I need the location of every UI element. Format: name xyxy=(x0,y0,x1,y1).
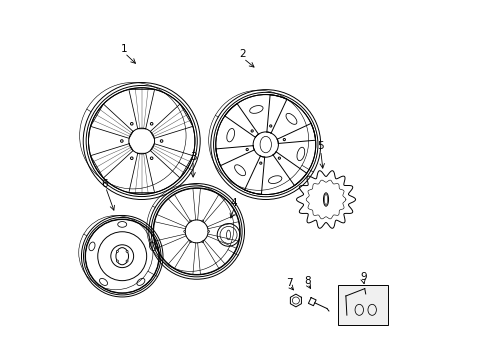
Circle shape xyxy=(150,157,153,159)
Circle shape xyxy=(207,230,209,232)
Circle shape xyxy=(116,250,118,252)
Circle shape xyxy=(250,130,253,132)
Circle shape xyxy=(259,162,262,164)
Circle shape xyxy=(283,139,285,141)
Text: 3: 3 xyxy=(189,152,196,162)
Text: 2: 2 xyxy=(239,49,245,59)
Circle shape xyxy=(202,220,203,222)
Circle shape xyxy=(245,148,248,150)
Circle shape xyxy=(189,241,191,243)
Text: 4: 4 xyxy=(230,198,237,208)
Text: 1: 1 xyxy=(121,44,127,54)
Text: 6: 6 xyxy=(101,179,107,189)
Circle shape xyxy=(160,140,163,142)
Circle shape xyxy=(126,250,128,252)
Circle shape xyxy=(150,122,153,125)
Circle shape xyxy=(189,220,191,222)
Circle shape xyxy=(278,157,280,159)
Text: 9: 9 xyxy=(359,273,366,283)
Bar xyxy=(338,284,387,325)
Text: 5: 5 xyxy=(317,141,324,151)
Circle shape xyxy=(130,157,133,159)
Circle shape xyxy=(183,230,185,232)
Circle shape xyxy=(116,260,118,262)
Text: 8: 8 xyxy=(304,276,310,286)
Circle shape xyxy=(126,260,128,262)
Circle shape xyxy=(121,140,123,142)
Circle shape xyxy=(130,122,133,125)
Circle shape xyxy=(202,241,203,243)
Circle shape xyxy=(269,125,271,127)
Text: 7: 7 xyxy=(285,278,292,288)
